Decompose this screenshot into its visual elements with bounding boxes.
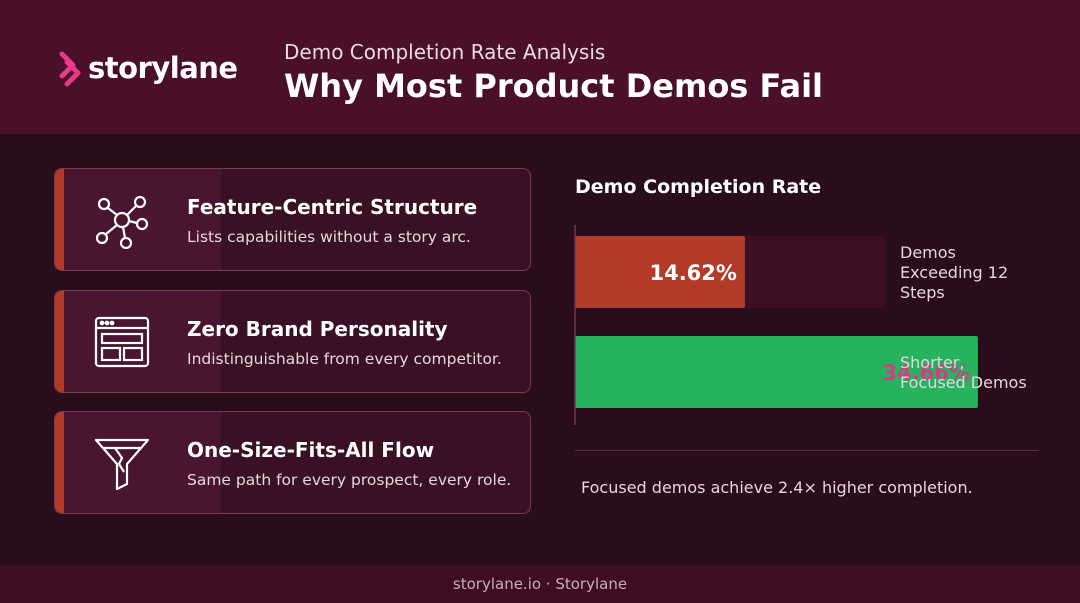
card-description: Same path for every prospect, every role… xyxy=(187,471,512,489)
card-title: One-Size-Fits-All Flow xyxy=(187,438,435,462)
chart-title: Demo Completion Rate xyxy=(575,176,822,198)
card-accent-bar xyxy=(55,169,64,270)
chart-divider xyxy=(575,450,1039,451)
category-label: Shorter, xyxy=(900,353,964,372)
funnel-icon xyxy=(94,438,150,491)
category-label: Exceeding 12 xyxy=(900,263,1008,282)
header: storylane Demo Completion Rate Analysis … xyxy=(0,0,1080,134)
category-label: Steps xyxy=(900,283,945,302)
reason-card-one-size-flow: One-Size-Fits-All Flow Same path for eve… xyxy=(54,411,531,514)
browser-window-icon xyxy=(94,316,150,368)
card-icon-panel xyxy=(64,291,221,392)
bar-value-label: 34.66% xyxy=(882,361,969,385)
card-description: Indistinguishable from every competitor. xyxy=(187,350,502,368)
logo-text: storylane xyxy=(88,51,238,85)
bar-value-label: 14.62% xyxy=(649,261,736,285)
chart-note: Focused demos achieve 2.4× higher comple… xyxy=(581,478,973,497)
reason-card-brand-personality: Zero Brand Personality Indistinguishable… xyxy=(54,290,531,393)
storylane-logo[interactable]: storylane xyxy=(58,48,238,88)
card-accent-bar xyxy=(55,412,64,513)
card-icon-panel xyxy=(64,169,221,270)
footer: storylane.io · Storylane xyxy=(0,565,1080,603)
card-description: Lists capabilities without a story arc. xyxy=(187,228,471,246)
card-title: Feature-Centric Structure xyxy=(187,195,478,219)
page-subtitle: Demo Completion Rate Analysis xyxy=(284,40,606,64)
network-icon xyxy=(95,195,149,249)
bar xyxy=(575,236,745,308)
category-label: Demos xyxy=(900,243,956,262)
category-label: Focused Demos xyxy=(900,373,1027,392)
card-icon-panel xyxy=(64,412,221,513)
reason-card-feature-centric: Feature-Centric Structure Lists capabili… xyxy=(54,168,531,271)
bar xyxy=(575,336,978,408)
card-accent-bar xyxy=(55,291,64,392)
page-title: Why Most Product Demos Fail xyxy=(284,67,823,105)
storylane-logo-icon xyxy=(59,51,81,87)
card-title: Zero Brand Personality xyxy=(187,317,448,341)
